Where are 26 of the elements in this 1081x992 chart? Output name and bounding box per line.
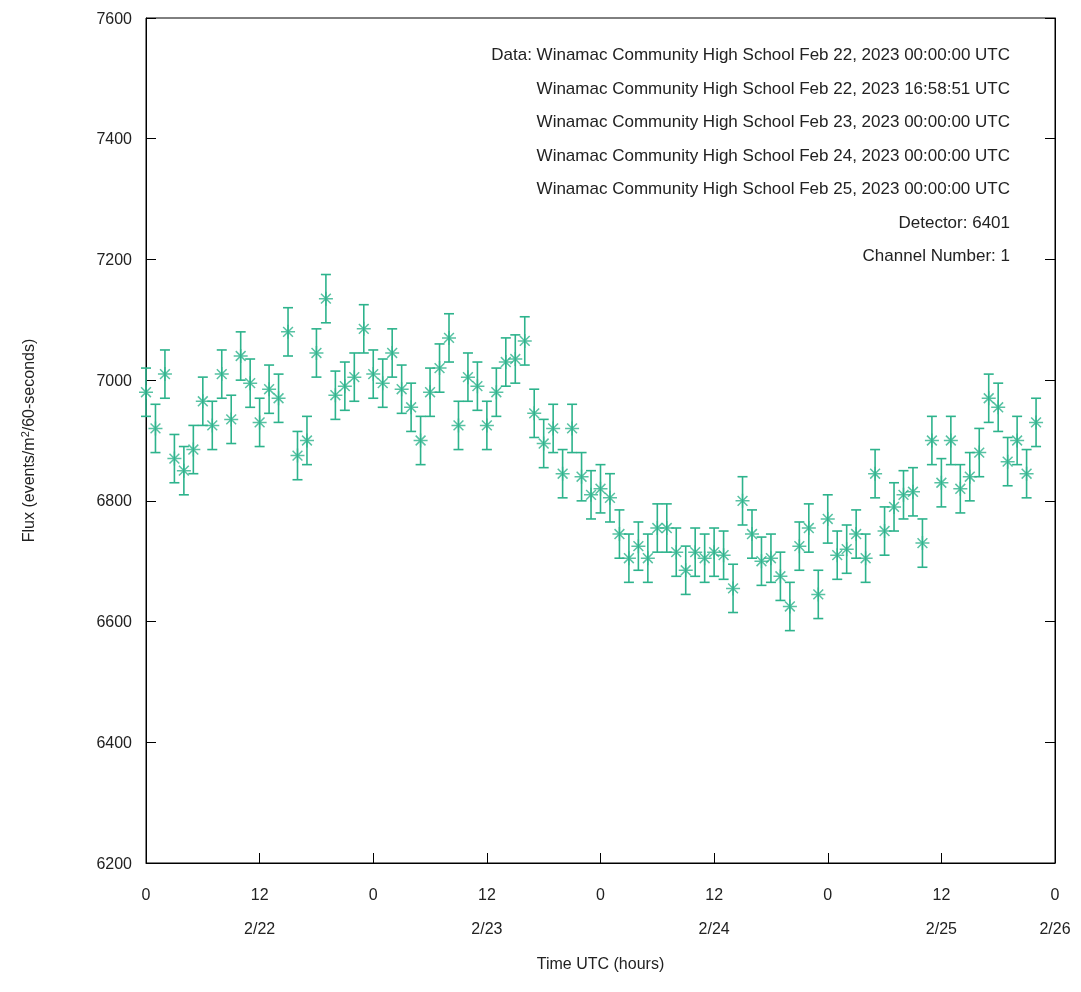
y-tick-label: 6200: [96, 854, 133, 872]
annotation: Channel Number: 1: [862, 246, 1010, 265]
x-tick-label: 0 2/26: [1039, 885, 1071, 937]
x-tick-label: 12 2/25: [925, 885, 958, 937]
annotation: Winamac Community High School Feb 23, 2023 00:00:00 UTC: [536, 112, 1010, 131]
annotation: Winamac Community High School Feb 22, 2023 16:58:51 UTC: [536, 78, 1010, 98]
annotation: Winamac Community High School Feb 24, 2023 00:00:00 UTC: [536, 145, 1010, 165]
annotation: Winamac Community High School Feb 25, 2023 00:00:00 UTC: [536, 179, 1010, 198]
y-tick-label: 6400: [96, 733, 133, 751]
annotation: Detector: 6401: [898, 212, 1010, 232]
x-tick-label: 0: [823, 885, 833, 903]
y-tick-label: 7600: [96, 9, 133, 27]
y-tick-label: 7000: [96, 371, 133, 389]
y-tick-label: 7200: [96, 250, 133, 268]
y-tick-label: 7400: [96, 130, 133, 148]
y-tick-label: 6600: [96, 613, 133, 631]
x-tick-label: 0: [141, 885, 151, 903]
y-axis-title: Flux (events/m2/60-seconds): [18, 338, 37, 543]
x-tick-label: 0: [596, 885, 606, 903]
x-tick-label: 0: [368, 885, 378, 903]
x-tick-label: 12 2/23: [471, 885, 503, 937]
x-axis-title: Time UTC (hours): [536, 954, 665, 972]
y-tick-label: 6800: [96, 492, 133, 510]
annotation: Data: Winamac Community High School Feb 22, 2023 00:00:00 UTC: [491, 45, 1010, 64]
x-tick-label: 12 2/22: [244, 885, 276, 937]
x-tick-label: 12 2/24: [698, 885, 730, 937]
